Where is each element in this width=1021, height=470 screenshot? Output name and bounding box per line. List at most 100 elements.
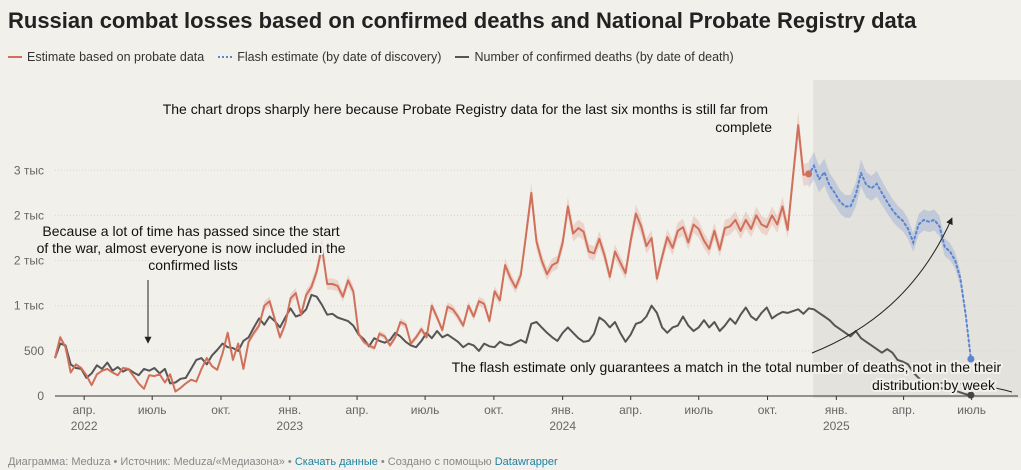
point-flash xyxy=(813,165,815,167)
annotation-flash-line-1: The flash estimate only guarantees a mat… xyxy=(452,359,1002,375)
x-tick-label: окт. xyxy=(484,403,504,417)
point-flash xyxy=(860,172,862,174)
point-probate xyxy=(588,250,590,252)
endpoint-probate xyxy=(805,170,813,178)
point-probate xyxy=(677,230,679,232)
legend-swatch-confirmed xyxy=(455,56,470,58)
point-confirmed xyxy=(808,307,810,309)
point-probate xyxy=(232,359,234,361)
point-confirmed xyxy=(609,326,611,328)
point-confirmed xyxy=(844,332,846,334)
legend-label-confirmed: Number of confirmed deaths (by date of d… xyxy=(474,50,734,64)
point-probate xyxy=(441,329,443,331)
annotation-arrow-flash xyxy=(811,217,953,354)
point-confirmed xyxy=(85,377,87,379)
point-confirmed xyxy=(656,312,658,314)
point-flash xyxy=(933,219,935,221)
annotation-probate-drop: The chart drops sharply here because Pro… xyxy=(163,101,772,135)
point-confirmed xyxy=(860,337,862,339)
y-tick-label: 2 тыс xyxy=(14,254,44,268)
point-confirmed xyxy=(572,332,574,334)
point-probate xyxy=(781,205,783,207)
point-probate xyxy=(661,256,663,258)
point-confirmed xyxy=(258,317,260,319)
point-probate xyxy=(431,305,433,307)
point-confirmed xyxy=(886,348,888,350)
point-confirmed xyxy=(834,324,836,326)
point-flash xyxy=(881,192,883,194)
x-tick-label: окт. xyxy=(758,403,778,417)
point-confirmed xyxy=(300,314,302,316)
point-probate xyxy=(384,335,386,337)
point-confirmed xyxy=(624,341,626,343)
point-confirmed xyxy=(734,323,736,325)
point-confirmed xyxy=(295,315,297,317)
point-confirmed xyxy=(739,314,741,316)
point-probate xyxy=(342,296,344,298)
point-probate xyxy=(562,241,564,243)
point-confirmed xyxy=(802,313,804,315)
legend: Estimate based on probate data Flash est… xyxy=(8,50,734,64)
point-confirmed xyxy=(122,370,124,372)
point-probate xyxy=(499,299,501,301)
legend-item-probate: Estimate based on probate data xyxy=(8,50,204,64)
point-confirmed xyxy=(342,318,344,320)
point-probate xyxy=(546,273,548,275)
point-probate xyxy=(378,333,380,335)
point-confirmed xyxy=(90,372,92,374)
point-probate xyxy=(556,261,558,263)
point-probate xyxy=(326,283,328,285)
point-flash xyxy=(912,241,914,243)
point-flash xyxy=(823,171,825,173)
point-probate xyxy=(614,250,616,252)
point-confirmed xyxy=(488,345,490,347)
x-tick-label: янв. xyxy=(825,403,848,417)
point-probate xyxy=(708,248,710,250)
x-tick-label: янв. xyxy=(551,403,574,417)
point-flash xyxy=(944,246,946,248)
download-data-link[interactable]: Скачать данные xyxy=(294,456,378,468)
point-confirmed xyxy=(106,361,108,363)
point-confirmed xyxy=(478,350,480,352)
point-probate xyxy=(551,264,553,266)
point-confirmed xyxy=(378,340,380,342)
datawrapper-link[interactable]: Datawrapper xyxy=(494,456,558,468)
point-confirmed xyxy=(755,319,757,321)
point-confirmed xyxy=(221,342,223,344)
point-confirmed xyxy=(650,305,652,307)
line-chart: 0 500 1 тыс 2 тыс 2 тыс 3 тыс апр. 2022 июль окт… xyxy=(14,80,1021,433)
footer-text: Диаграмма: Meduza • Источник: Meduza/«Ме… xyxy=(8,456,295,468)
point-confirmed xyxy=(640,321,642,323)
point-confirmed xyxy=(363,338,365,340)
point-probate xyxy=(143,388,145,390)
x-tick-year-label: 2022 xyxy=(71,419,98,433)
chart-title: Russian combat losses based on confirmed… xyxy=(8,8,917,33)
point-confirmed xyxy=(227,346,229,348)
point-probate xyxy=(200,368,202,370)
point-confirmed xyxy=(781,311,783,313)
point-confirmed xyxy=(127,368,129,370)
point-confirmed xyxy=(274,320,276,322)
point-probate xyxy=(174,390,176,392)
series-lines xyxy=(54,124,972,397)
point-confirmed xyxy=(279,326,281,328)
point-confirmed xyxy=(232,347,234,349)
point-confirmed xyxy=(849,335,851,337)
point-flash xyxy=(959,277,961,279)
point-probate xyxy=(305,294,307,296)
point-confirmed xyxy=(431,337,433,339)
point-confirmed xyxy=(682,315,684,317)
point-confirmed xyxy=(546,332,548,334)
point-confirmed xyxy=(415,346,417,348)
point-probate xyxy=(514,287,516,289)
point-confirmed xyxy=(143,368,145,370)
point-confirmed xyxy=(881,352,883,354)
point-confirmed xyxy=(876,348,878,350)
point-confirmed xyxy=(535,321,537,323)
point-confirmed xyxy=(316,296,318,298)
point-probate xyxy=(216,369,218,371)
point-probate xyxy=(331,283,333,285)
point-confirmed xyxy=(813,308,815,310)
point-probate xyxy=(766,226,768,228)
point-probate xyxy=(739,230,741,232)
